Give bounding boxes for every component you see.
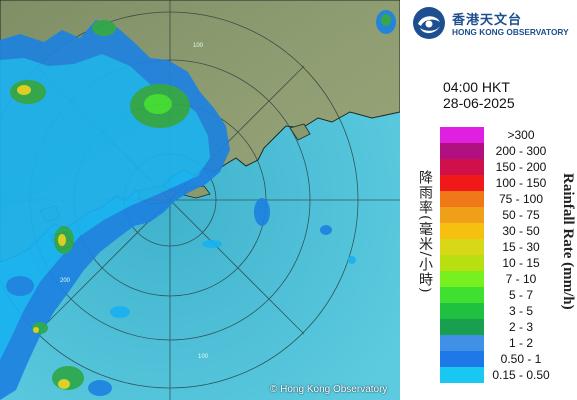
legend-swatch — [440, 319, 484, 335]
legend-swatch — [440, 191, 484, 207]
rain-cell-east-3 — [348, 256, 356, 264]
range-label-southwest: 200 — [60, 278, 71, 284]
legend-label: 7 - 10 — [505, 272, 537, 286]
hko-logo: 香港天文台 HONG KONG OBSERVATORY — [412, 6, 572, 42]
rain-echoes — [0, 10, 396, 400]
rain-cell-green-ne — [381, 14, 391, 26]
logo-name-en: HONG KONG OBSERVATORY — [452, 27, 569, 37]
hko-logo-icon — [413, 7, 445, 39]
legend-color-scale — [440, 127, 484, 383]
legend-swatch — [440, 159, 484, 175]
legend-panel: 香港天文台 HONG KONG OBSERVATORY 04:00 HKT 28… — [400, 0, 577, 400]
legend-swatch — [440, 175, 484, 191]
legend-label: 2 - 3 — [508, 320, 533, 334]
rain-cell-green-core — [144, 94, 172, 114]
legend-label: 100 - 150 — [495, 176, 547, 190]
legend-swatch — [440, 271, 484, 287]
rain-cell-south-3 — [88, 380, 112, 396]
legend-title-en: Rainfall Rate (mm/h) — [560, 173, 576, 310]
legend-swatch — [440, 223, 484, 239]
legend-label: 75 - 100 — [498, 192, 544, 206]
island-east-1 — [289, 123, 311, 141]
radar-map-graphic — [0, 0, 400, 400]
legend-swatch — [440, 367, 484, 383]
legend-label: >300 — [507, 128, 535, 142]
rain-area-light — [0, 54, 210, 360]
map-copyright: © Hong Kong Observatory — [270, 384, 388, 395]
legend-label: 50 - 75 — [502, 208, 540, 222]
rain-cell-south-1 — [202, 240, 222, 248]
legend-label: 30 - 50 — [502, 224, 540, 238]
legend-label: 150 - 200 — [495, 160, 547, 174]
legend-label: 15 - 30 — [502, 240, 540, 254]
legend-swatch — [440, 255, 484, 271]
legend-label: 5 - 7 — [508, 288, 533, 302]
legend-swatch — [440, 335, 484, 351]
legend-swatch — [440, 351, 484, 367]
legend-label: 10 - 15 — [502, 256, 540, 270]
rain-cell-sw-1 — [6, 276, 34, 296]
observation-time: 04:00 HKT — [443, 79, 510, 95]
legend-label: 0.50 - 1 — [500, 352, 542, 366]
legend-labels: >300 200 - 300 150 - 200 100 - 150 75 - 100 5… — [486, 127, 556, 383]
observation-date: 28-06-2025 — [443, 95, 515, 111]
rain-cell-east-2 — [320, 225, 332, 235]
legend-swatch — [440, 127, 484, 143]
legend-label: 1 - 2 — [508, 336, 533, 350]
radar-map: 100 100 200 © Hong Kong Observatory — [0, 0, 400, 400]
legend-label: 3 - 5 — [508, 304, 533, 318]
rain-cell-yellow-south — [33, 327, 39, 333]
legend-label: 0.15 - 0.50 — [492, 368, 550, 382]
logo-name-cn: 香港天文台 — [452, 13, 523, 28]
range-label-south: 100 — [198, 354, 209, 360]
range-label-north: 100 — [193, 43, 204, 49]
legend-title-cn: 降雨率(毫米/小時) — [417, 170, 433, 294]
rain-cell-green-top — [92, 20, 116, 36]
legend-swatch — [440, 143, 484, 159]
rain-cell-east-1 — [254, 198, 270, 226]
legend-swatch — [440, 239, 484, 255]
rain-cell-yellow-sw — [58, 234, 66, 246]
legend-swatch — [440, 287, 484, 303]
rain-cell-yellow-bottom — [58, 379, 70, 389]
legend-swatch — [440, 303, 484, 319]
legend-swatch — [440, 207, 484, 223]
rain-cell-south-2 — [110, 306, 130, 318]
legend-label: 200 - 300 — [495, 144, 547, 158]
rain-cell-yellow-nw — [17, 85, 31, 95]
